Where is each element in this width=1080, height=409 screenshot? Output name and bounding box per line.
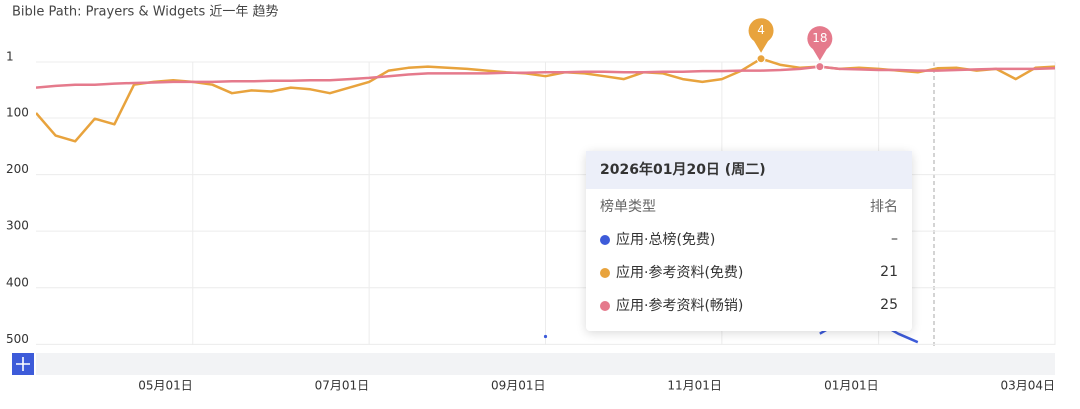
y-tick-label: 200 — [6, 162, 29, 176]
series-cell: 应用·参考资料(畅销) — [600, 295, 743, 315]
legend-label: 应用·参考资料(畅销) — [616, 297, 744, 314]
peak-point — [815, 62, 825, 72]
zoom-button[interactable] — [12, 353, 34, 375]
legend-label: 应用·总榜(免费) — [616, 231, 716, 248]
peak-label: 18 — [812, 31, 827, 45]
x-tick-label: 05月01日 — [138, 379, 193, 393]
x-tick-label: 01月01日 — [824, 379, 879, 393]
tooltip-row: 应用·参考资料(免费) 21 — [586, 255, 912, 288]
y-tick-label: 1 — [6, 50, 14, 64]
header-cell: 榜单类型 — [600, 198, 656, 215]
series-cell: 应用·参考资料(免费) — [600, 262, 743, 282]
y-tick-label: 400 — [6, 275, 29, 289]
tooltip-row: 应用·参考资料(畅销) 25 — [586, 288, 912, 321]
tooltip-title: 2026年01月20日 (周二) — [586, 151, 912, 189]
rank-value: 25 — [880, 296, 898, 313]
peak-pin — [807, 26, 833, 52]
y-tick-label: 300 — [6, 219, 29, 233]
series-line — [36, 65, 1055, 89]
chart-title: Bible Path: Prayers & Widgets 近一年 趋势 — [12, 4, 279, 20]
series-cell: 应用·总榜(免费) — [600, 229, 715, 249]
x-tick-label: 03月04日 — [1000, 379, 1055, 393]
peak-pin — [748, 18, 774, 44]
legend-dot — [600, 234, 610, 245]
legend-label: 应用·参考资料(免费) — [616, 264, 744, 281]
tooltip-rows: 应用·总榜(免费) – 应用·参考资料(免费) 21 应用·参考资料(畅销) 25 — [586, 222, 912, 321]
rank-value: – — [891, 230, 898, 247]
header-cell: 排名 — [870, 198, 898, 215]
y-tick-label: 500 — [6, 332, 29, 346]
x-tick-label: 07月01日 — [315, 379, 370, 393]
tooltip-row: 应用·总榜(免费) – — [586, 222, 912, 255]
y-tick-label: 100 — [6, 106, 29, 120]
peak-label: 4 — [757, 23, 765, 37]
rank-value: 21 — [880, 263, 898, 280]
x-tick-label: 09月01日 — [491, 379, 546, 393]
point — [543, 334, 548, 339]
x-tick-label: 11月01日 — [667, 379, 722, 393]
legend-dot — [600, 267, 610, 278]
peak-point — [756, 54, 766, 64]
legend-dot — [600, 300, 610, 311]
plus-icon — [16, 357, 30, 371]
tooltip-header: 榜单类型 排名 — [586, 189, 912, 222]
tooltip: 2026年01月20日 (周二) 榜单类型 排名 应用·总榜(免费) – 应用·参考… — [586, 151, 912, 331]
scrollbar[interactable] — [36, 353, 1055, 375]
